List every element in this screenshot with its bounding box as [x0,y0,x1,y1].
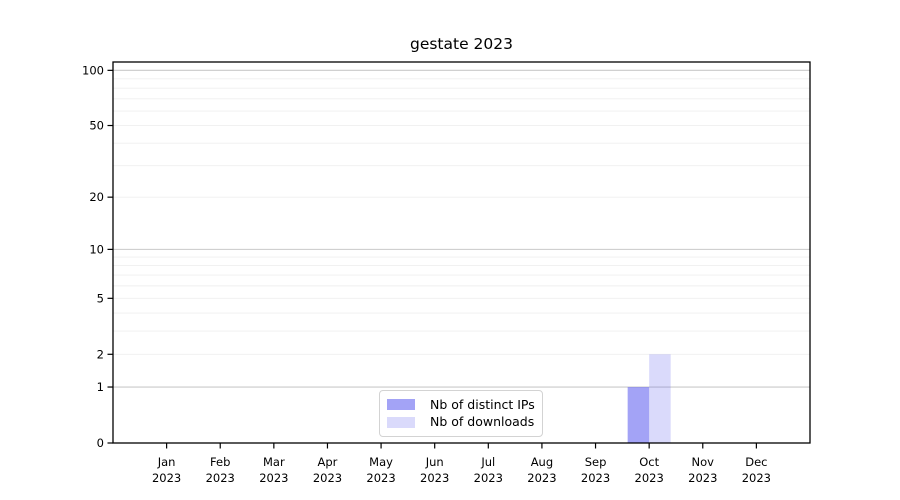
y-tick-label: 100 [82,63,104,77]
y-tick-label: 50 [89,119,104,133]
x-tick-label-month: Dec [745,455,767,469]
legend: Nb of distinct IPs Nb of downloads [379,390,543,437]
x-tick-label-year: 2023 [474,471,503,485]
y-tick-label: 0 [97,436,104,450]
x-tick-label-year: 2023 [581,471,610,485]
x-tick-label-year: 2023 [259,471,288,485]
x-tick-label-month: Jun [425,455,444,469]
chart-title: gestate 2023 [409,35,513,53]
y-tick-label: 10 [89,242,104,256]
legend-item-downloads: Nb of downloads [387,413,535,429]
downloads-swatch [387,416,415,428]
x-tick-label-month: Jul [480,455,495,469]
legend-label-distinct-ips: Nb of distinct IPs [430,396,535,412]
y-tick-label: 20 [89,190,104,204]
x-tick-label-year: 2023 [742,471,771,485]
x-tick-label-year: 2023 [527,471,556,485]
x-tick-label-month: Sep [585,455,607,469]
x-tick-label-month: Apr [318,455,338,469]
x-tick-label-month: Mar [263,455,285,469]
x-tick-label-month: Feb [210,455,230,469]
x-tick-label-month: May [369,455,393,469]
bar-downloads [649,354,671,443]
y-tick-label: 1 [97,380,104,394]
x-tick-label-year: 2023 [420,471,449,485]
x-tick-label-year: 2023 [688,471,717,485]
x-tick-label-year: 2023 [635,471,664,485]
bar-distinct-ips [627,387,650,443]
y-tick-label: 2 [97,347,104,361]
x-tick-label-month: Nov [692,455,715,469]
x-tick-label-month: Jan [157,455,176,469]
x-tick-label-year: 2023 [313,471,342,485]
x-tick-label-year: 2023 [366,471,395,485]
x-tick-label-year: 2023 [152,471,181,485]
x-tick-label-month: Aug [531,455,553,469]
distinct-ips-swatch [387,399,415,411]
legend-label-downloads: Nb of downloads [430,413,535,429]
y-tick-label: 5 [97,291,104,305]
axes-frame [112,61,811,444]
legend-item-distinct-ips: Nb of distinct IPs [387,396,535,412]
x-tick-label-year: 2023 [206,471,235,485]
x-tick-label-month: Oct [639,455,659,469]
